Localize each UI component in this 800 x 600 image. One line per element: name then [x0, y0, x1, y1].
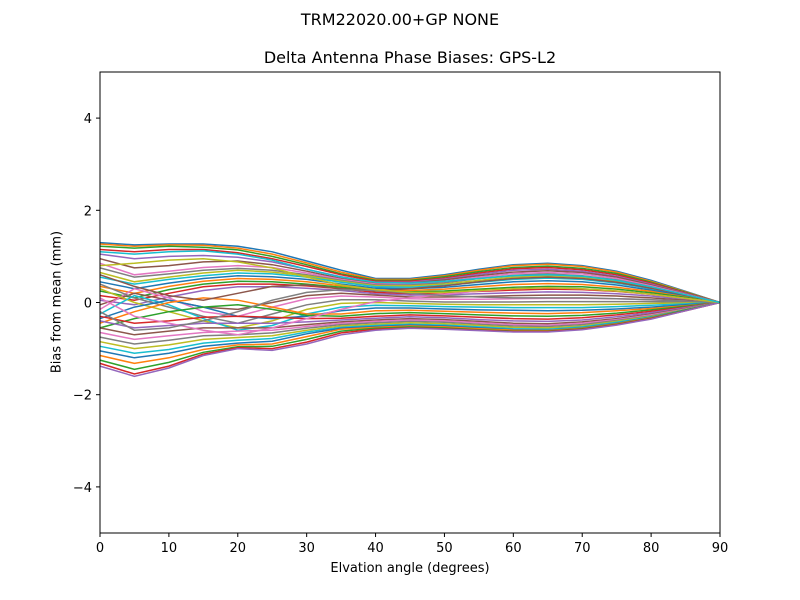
- x-tick-label: 90: [712, 541, 729, 556]
- series-line: [99, 277, 721, 304]
- series-line: [99, 269, 721, 304]
- x-tick-label: 80: [643, 541, 660, 556]
- x-tick-label: 30: [298, 541, 315, 556]
- x-axis-ticks: 0 10 20 30 40 50 60 70 80 90: [96, 533, 728, 556]
- series-line: [99, 301, 721, 378]
- series-line: [99, 301, 721, 354]
- data-series-group: [99, 241, 721, 378]
- series-line: [99, 297, 721, 324]
- series-line: [99, 250, 721, 304]
- series-line: [99, 262, 721, 304]
- x-tick-label: 70: [574, 541, 591, 556]
- series-line: [99, 283, 721, 324]
- x-tick-label: 60: [505, 541, 522, 556]
- series-line: [99, 301, 721, 345]
- series-line: [99, 301, 721, 341]
- series-line: [99, 253, 721, 304]
- series-line: [99, 301, 721, 324]
- series-line: [99, 243, 721, 304]
- y-tick-label: 2: [84, 204, 92, 219]
- series-line: [99, 272, 721, 304]
- series-line: [99, 257, 721, 304]
- chart-title: Delta Antenna Phase Biases: GPS-L2: [263, 48, 557, 67]
- x-tick-label: 10: [161, 541, 178, 556]
- x-tick-label: 40: [367, 541, 384, 556]
- figure-suptitle: TRM22020.00+GP NONE: [300, 10, 500, 29]
- x-axis-label: Elvation angle (degrees): [330, 561, 490, 576]
- y-tick-label: 0: [84, 297, 92, 312]
- series-line: [99, 301, 721, 329]
- series-line: [99, 241, 721, 304]
- series-line: [99, 288, 721, 331]
- series-line: [99, 294, 721, 331]
- series-line: [99, 301, 721, 350]
- plot-frame: [99, 71, 721, 534]
- x-tick-label: 20: [230, 541, 247, 556]
- series-line: [99, 248, 721, 304]
- x-tick-label: 0: [96, 541, 104, 556]
- y-tick-label: 4: [84, 112, 92, 127]
- y-tick-label: −2: [73, 389, 92, 404]
- y-tick-label: −4: [73, 481, 92, 496]
- y-axis-ticks: −4 −2 0 2 4: [73, 112, 100, 496]
- series-line: [99, 301, 721, 329]
- series-line: [99, 245, 721, 304]
- series-line: [99, 274, 721, 304]
- x-tick-label: 50: [436, 541, 453, 556]
- series-line: [99, 286, 721, 306]
- series-line: [99, 301, 721, 336]
